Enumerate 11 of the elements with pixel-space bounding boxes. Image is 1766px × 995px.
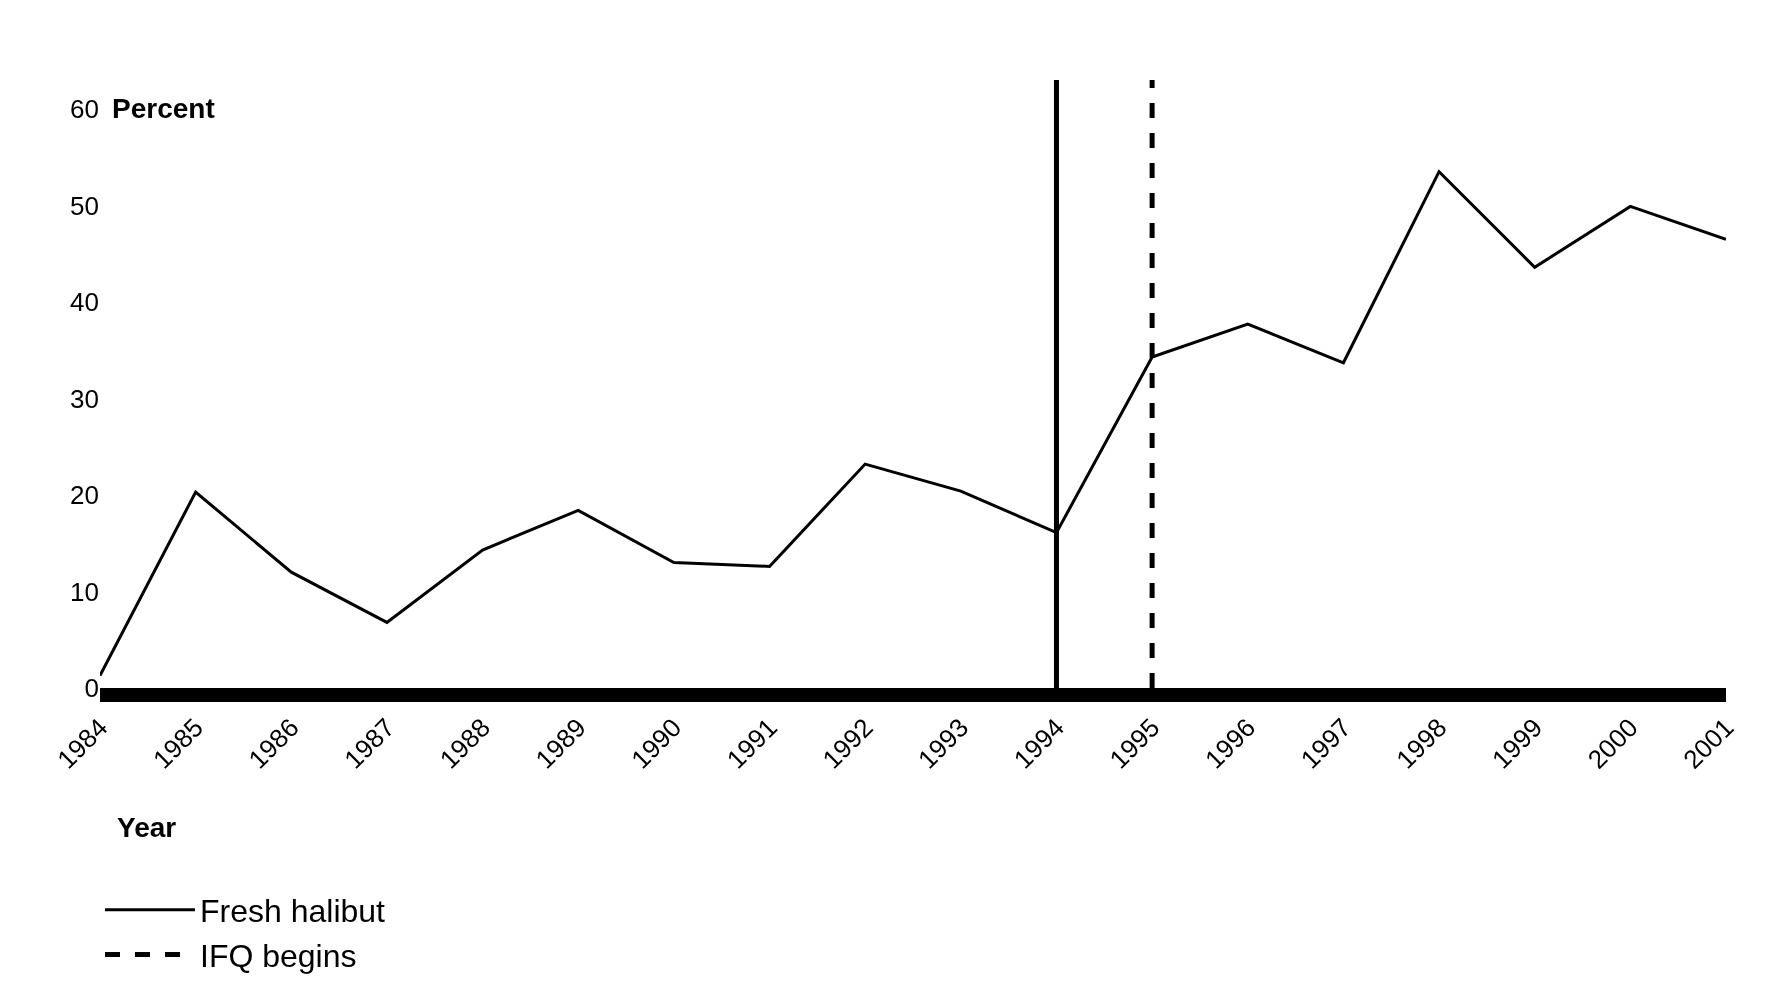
legend-label: Fresh halibut [200,893,386,930]
y-tick-label: 30 [70,383,99,414]
y-tick-label: 10 [70,576,99,607]
y-tick-label: 40 [70,287,99,318]
y-tick-label: 20 [70,480,99,511]
legend-label: IFQ begins [200,937,357,974]
y-tick-label: 60 [70,94,99,125]
x-axis-title: Year [117,812,177,843]
y-axis-title: Percent [112,93,215,124]
y-tick-label: 0 [84,673,99,704]
y-tick-label: 50 [70,190,99,221]
